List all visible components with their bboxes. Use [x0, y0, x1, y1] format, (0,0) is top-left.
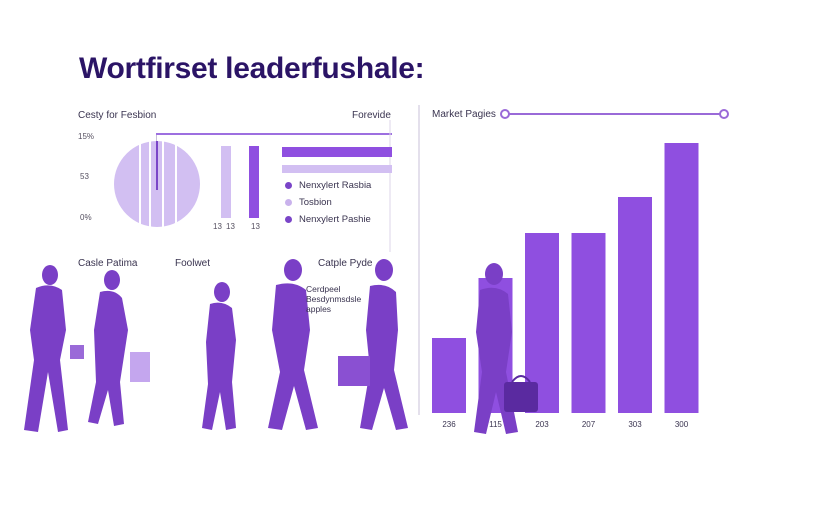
x-tick-label: 207: [581, 420, 596, 429]
chart-title: Market Pagies: [432, 109, 496, 120]
y-tick: 0%: [80, 213, 92, 222]
bar-303: [618, 197, 652, 413]
small-bar-dark: [249, 146, 259, 218]
legend-dot-icon: [285, 181, 292, 189]
y-tick: 53: [80, 172, 89, 181]
left-panel-heading: Cesty for Fesbion: [78, 110, 157, 121]
legend-item: Nenxylert Pashie: [285, 214, 371, 225]
x-tick-label: 203: [535, 420, 549, 429]
lower-label: Catple Pyde: [318, 258, 373, 269]
legend-item: Nenxylert Rasbia: [285, 180, 371, 191]
x-tick-label: 303: [628, 420, 642, 429]
bar-300: [664, 143, 699, 413]
market-rule-end: [719, 109, 729, 119]
y-tick: 15%: [78, 132, 95, 141]
small-bar-tick: 13: [226, 222, 235, 231]
walking-figure: [474, 263, 538, 434]
top-rule: [156, 133, 392, 135]
lower-label: Casle Patima: [78, 258, 138, 269]
lower-note: Cerdpeel Besdynmsdsle apples: [306, 284, 362, 314]
legend-label: Nenxylert Pashie: [299, 214, 371, 225]
small-bar-tick: 13: [251, 222, 260, 231]
market-rule-start: [500, 109, 510, 119]
hbar-light: [282, 165, 392, 173]
legend-label: Tosbion: [299, 197, 332, 208]
people-silhouettes: [24, 259, 408, 432]
pie-chart: [114, 141, 200, 227]
x-tick-label: 115: [489, 420, 502, 429]
bar-236: [432, 338, 466, 413]
legend-item: Tosbion: [285, 197, 332, 208]
hbar-dark: [282, 147, 392, 157]
lower-label: Foolwet: [175, 258, 211, 269]
legend-dot-icon: [285, 198, 292, 206]
legend-label: Nenxylert Rasbia: [299, 180, 372, 191]
x-tick-label: 236: [442, 420, 456, 429]
page-title: Wortfirset leaderfushale:: [79, 52, 425, 85]
legend-dot-icon: [285, 215, 292, 223]
left-panel-heading-right: Forevide: [352, 110, 391, 121]
x-tick-label: 300: [674, 420, 689, 429]
small-bar-tick: 13: [213, 222, 222, 231]
small-bar-light: [221, 146, 231, 218]
bar-207: [571, 233, 606, 413]
